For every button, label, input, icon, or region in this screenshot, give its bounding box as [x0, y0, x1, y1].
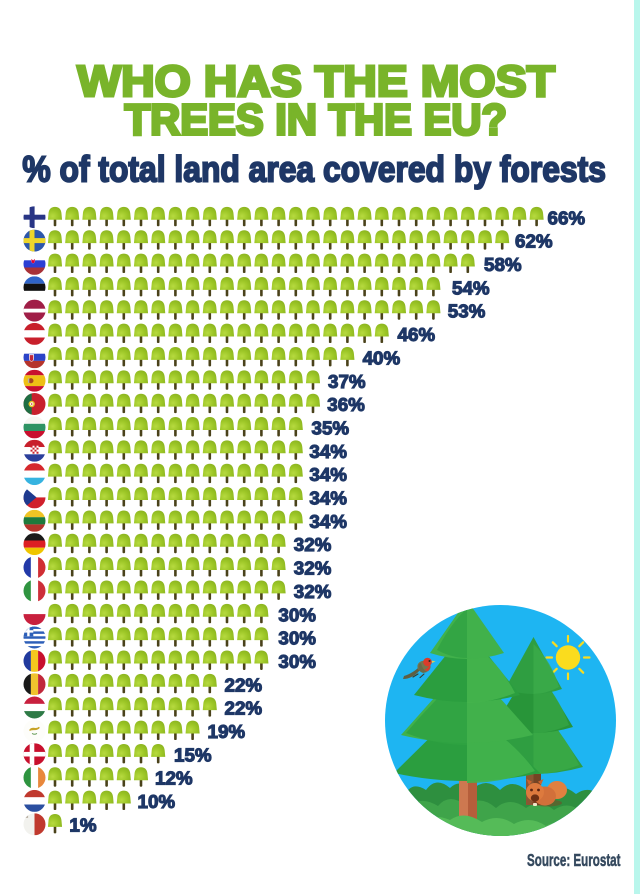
svg-text:TREES IN THE EU?: TREES IN THE EU? [125, 96, 507, 145]
svg-text:37%: 37% [328, 371, 366, 392]
svg-text:34%: 34% [309, 488, 347, 509]
svg-text:35%: 35% [312, 417, 350, 438]
svg-text:34%: 34% [309, 511, 347, 532]
svg-text:40%: 40% [363, 347, 401, 368]
svg-text:66%: 66% [548, 207, 586, 228]
svg-text:22%: 22% [225, 674, 263, 695]
svg-text:19%: 19% [208, 721, 246, 742]
svg-text:54%: 54% [452, 277, 490, 298]
svg-text:32%: 32% [294, 558, 332, 579]
svg-text:WHO HAS THE MOST: WHO HAS THE MOST [77, 56, 555, 105]
svg-text:30%: 30% [278, 651, 316, 672]
svg-text:58%: 58% [484, 254, 522, 275]
svg-text:12%: 12% [155, 768, 193, 789]
svg-text:46%: 46% [398, 324, 436, 345]
svg-text:34%: 34% [309, 464, 347, 485]
svg-text:32%: 32% [294, 581, 332, 602]
svg-text:32%: 32% [294, 534, 332, 555]
svg-text:53%: 53% [448, 301, 486, 322]
svg-text:% of total land area covered b: % of total land area covered by forests [22, 150, 606, 190]
svg-text:1%: 1% [69, 814, 96, 835]
svg-text:Source: Eurostat: Source: Eurostat [527, 850, 621, 870]
svg-text:36%: 36% [327, 394, 365, 415]
svg-text:30%: 30% [278, 604, 316, 625]
svg-text:30%: 30% [278, 628, 316, 649]
svg-text:15%: 15% [174, 744, 212, 765]
svg-text:22%: 22% [225, 698, 263, 719]
svg-text:62%: 62% [515, 231, 553, 252]
svg-text:10%: 10% [138, 791, 176, 812]
svg-text:34%: 34% [309, 441, 347, 462]
